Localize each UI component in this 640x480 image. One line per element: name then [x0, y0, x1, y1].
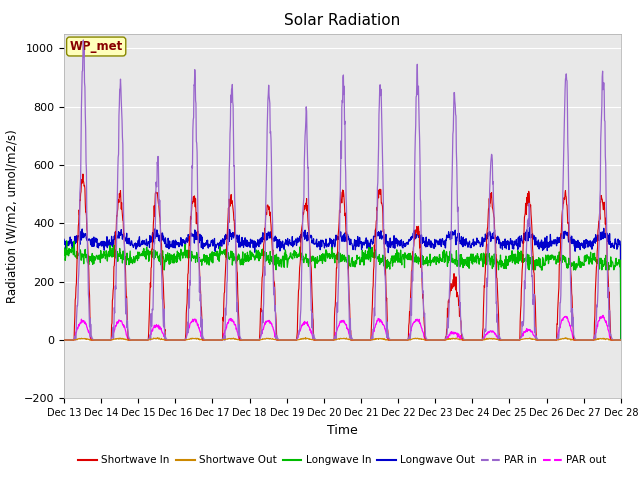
PAR in: [246, 337, 254, 343]
Longwave In: [429, 255, 437, 261]
Longwave Out: [60, 237, 68, 242]
Longwave Out: [170, 243, 178, 249]
Shortwave In: [502, 337, 509, 343]
X-axis label: Time: Time: [327, 424, 358, 437]
Shortwave Out: [170, 337, 178, 343]
Longwave In: [617, 337, 625, 343]
Text: WP_met: WP_met: [70, 40, 123, 53]
PAR in: [551, 337, 559, 343]
Shortwave Out: [502, 337, 509, 343]
Shortwave In: [60, 337, 68, 343]
Longwave Out: [184, 237, 191, 242]
Longwave Out: [525, 225, 533, 230]
Shortwave Out: [551, 337, 559, 343]
PAR out: [246, 337, 254, 343]
Shortwave Out: [429, 337, 437, 343]
Longwave Out: [502, 240, 509, 246]
Shortwave In: [617, 337, 625, 343]
PAR out: [170, 337, 178, 343]
Shortwave In: [429, 337, 437, 343]
Shortwave Out: [617, 337, 625, 343]
Shortwave In: [184, 270, 192, 276]
Shortwave Out: [301, 335, 309, 340]
Longwave In: [246, 251, 254, 256]
Y-axis label: Radiation (W/m2, umol/m2/s): Radiation (W/m2, umol/m2/s): [5, 129, 18, 303]
Shortwave In: [246, 337, 254, 343]
Title: Solar Radiation: Solar Radiation: [284, 13, 401, 28]
Longwave In: [502, 253, 509, 259]
PAR out: [60, 337, 68, 343]
Line: Longwave Out: Longwave Out: [64, 228, 621, 340]
Shortwave In: [551, 337, 559, 343]
PAR out: [184, 328, 191, 334]
PAR out: [502, 337, 509, 343]
Shortwave Out: [246, 337, 254, 343]
PAR in: [502, 337, 509, 343]
PAR out: [617, 337, 625, 343]
PAR in: [184, 330, 192, 336]
PAR in: [60, 337, 68, 343]
PAR out: [429, 337, 436, 343]
Longwave In: [63, 238, 70, 244]
PAR out: [599, 312, 607, 318]
Longwave Out: [617, 337, 625, 343]
Legend: Shortwave In, Shortwave Out, Longwave In, Longwave Out, PAR in, PAR out: Shortwave In, Shortwave Out, Longwave In…: [74, 451, 611, 469]
PAR in: [429, 337, 437, 343]
PAR in: [617, 337, 625, 343]
PAR in: [79, 37, 87, 43]
Line: PAR out: PAR out: [64, 315, 621, 340]
Shortwave Out: [184, 337, 191, 343]
Longwave Out: [551, 237, 559, 243]
Line: Longwave In: Longwave In: [64, 241, 621, 340]
Shortwave In: [171, 337, 179, 343]
Line: Shortwave In: Shortwave In: [64, 174, 621, 340]
Shortwave Out: [60, 337, 68, 343]
Longwave In: [184, 250, 192, 255]
Longwave Out: [429, 241, 436, 247]
Longwave In: [171, 255, 179, 261]
Longwave In: [551, 253, 559, 259]
Line: PAR in: PAR in: [64, 40, 621, 340]
Longwave Out: [246, 244, 254, 250]
Line: Shortwave Out: Shortwave Out: [64, 337, 621, 340]
Longwave In: [60, 245, 68, 251]
PAR out: [551, 337, 559, 343]
Shortwave In: [79, 171, 87, 177]
PAR in: [171, 337, 179, 343]
